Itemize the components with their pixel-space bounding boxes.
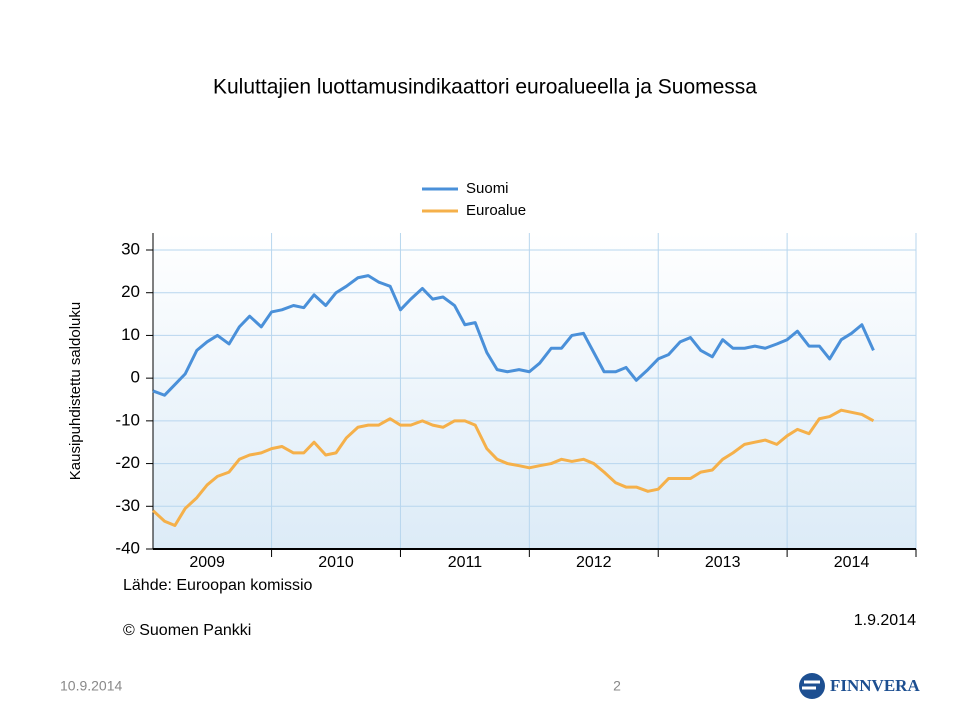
page-number: 2 — [613, 678, 621, 694]
logo-icon — [799, 673, 825, 699]
y-tick-label: 20 — [121, 282, 140, 301]
y-tick-label: 10 — [121, 325, 140, 344]
legend-label: Euroalue — [466, 202, 526, 219]
x-tick-label: 2011 — [448, 554, 483, 571]
y-tick-label: -10 — [115, 410, 140, 429]
chart-date: 1.9.2014 — [854, 612, 916, 629]
y-tick-label: -20 — [115, 453, 140, 472]
y-tick-label: 30 — [121, 239, 140, 258]
x-tick-label: 2013 — [705, 554, 741, 571]
y-tick-label: 0 — [131, 368, 140, 387]
logo-stripes — [802, 680, 820, 690]
chart-title: Kuluttajien luottamusindikaattori euroal… — [213, 76, 757, 99]
legend-label: Suomi — [466, 180, 509, 197]
x-tick-label: 2009 — [189, 554, 225, 571]
y-tick-label: -30 — [115, 496, 140, 515]
series-line — [152, 274, 875, 397]
y-axis-label: Kausipuhdistettu saldoluku — [67, 302, 84, 480]
copyright: © Suomen Pankki — [123, 622, 251, 639]
y-tick-label: -40 — [115, 538, 140, 557]
series-line — [151, 408, 875, 528]
footer-date: 10.9.2014 — [60, 678, 122, 694]
plot-area — [153, 233, 916, 549]
x-tick-label: 2014 — [834, 554, 870, 571]
source: Lähde: Euroopan komissio — [123, 577, 313, 594]
x-tick-label: 2010 — [318, 554, 354, 571]
logo: FINNVERA — [799, 673, 920, 699]
x-tick-label: 2012 — [576, 554, 612, 571]
logo-text: FINNVERA — [830, 676, 920, 695]
